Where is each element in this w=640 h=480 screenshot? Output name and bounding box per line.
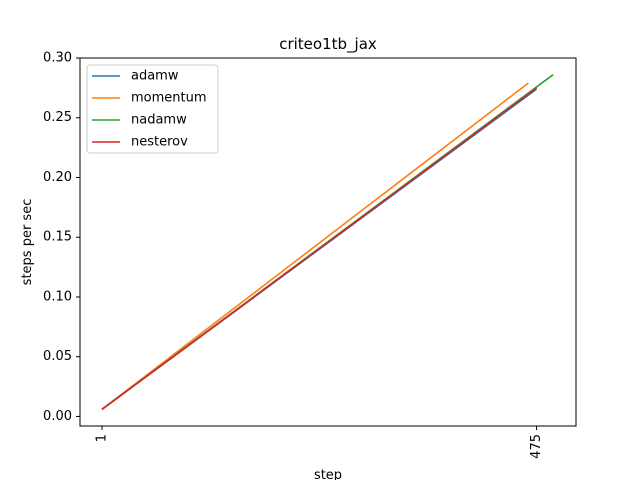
y-tick-label: 0.05 (43, 349, 72, 364)
x-ticks: 1 475 (95, 426, 544, 459)
y-tick-label: 0.00 (43, 409, 72, 424)
series-line-momentum (101, 82, 529, 410)
series-layer (101, 74, 554, 410)
x-tick-label: 475 (529, 434, 544, 459)
y-tick-label: 0.25 (43, 110, 72, 125)
y-tick-label: 0.30 (43, 51, 72, 66)
legend-box (86, 64, 219, 154)
legend-label-adamw: adamw (131, 69, 179, 84)
legend-label-nadamw: nadamw (131, 113, 187, 128)
y-axis-label: steps per sec (20, 199, 35, 286)
axes-border (79, 57, 577, 427)
axes-frame (79, 57, 577, 427)
y-tick-label: 0.10 (43, 289, 72, 304)
y-tick-label: 0.20 (43, 170, 72, 185)
y-tick-label: 0.15 (43, 230, 72, 245)
y-ticks: 0.00 0.05 0.10 0.15 0.20 0.25 0.30 (43, 51, 80, 424)
series-line-nesterov (101, 87, 538, 410)
x-axis-label: step (314, 468, 342, 480)
x-tick-label: 1 (95, 434, 110, 442)
legend: adamw momentum nadamw nesterov (86, 64, 219, 154)
legend-label-momentum: momentum (131, 91, 207, 106)
chart-title: criteo1tb_jax (279, 35, 377, 54)
legend-label-nesterov: nesterov (131, 135, 188, 150)
